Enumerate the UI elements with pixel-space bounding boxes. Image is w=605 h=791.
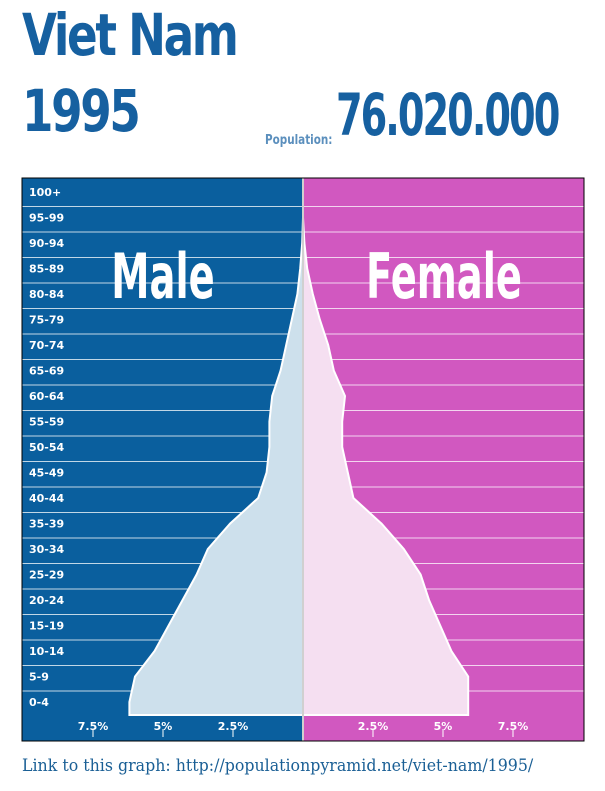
age-label: 15-19 — [29, 620, 64, 633]
age-label: 80-84 — [29, 288, 65, 301]
age-label: 70-74 — [29, 339, 65, 352]
age-label: 75-79 — [29, 314, 64, 327]
age-labels: 100+ 95-99 90-94 85-89 80-84 75-79 70-74 65-69 6… — [29, 186, 65, 709]
age-label: 45-49 — [29, 467, 64, 480]
age-label: 25-29 — [29, 569, 64, 582]
age-label: 35-39 — [29, 518, 64, 531]
x-tick-label: 2.5% — [218, 720, 249, 733]
age-label: 60-64 — [29, 390, 65, 403]
chart-border — [21, 177, 585, 742]
age-label: 40-44 — [29, 492, 65, 505]
age-label: 0-4 — [29, 696, 49, 709]
x-tick-label: 7.5% — [78, 720, 109, 733]
population-value: 76.020.000 — [336, 81, 560, 149]
age-label: 95-99 — [29, 212, 64, 225]
female-series-area — [302, 192, 470, 716]
x-tick-label: 5% — [154, 720, 173, 733]
age-label: 50-54 — [29, 441, 65, 454]
year-title: 1995 — [22, 77, 141, 145]
country-title: Viet Nam — [22, 1, 239, 69]
x-tick-label: 2.5% — [358, 720, 389, 733]
age-label: 85-89 — [29, 263, 64, 276]
age-label: 30-34 — [29, 543, 65, 556]
population-label: Population: — [265, 133, 333, 148]
age-label: 100+ — [29, 186, 61, 199]
age-label: 90-94 — [29, 237, 65, 250]
x-tick-label: 5% — [434, 720, 453, 733]
age-label: 55-59 — [29, 416, 64, 429]
age-label: 5-9 — [29, 671, 49, 684]
x-axis-ticks: 7.5% 5% 2.5% 2.5% 5% 7.5% — [78, 720, 529, 737]
age-label: 10-14 — [29, 645, 65, 658]
age-label: 65-69 — [29, 365, 64, 378]
age-label: 20-24 — [29, 594, 65, 607]
male-series-area — [128, 192, 304, 716]
graph-link[interactable]: Link to this graph: http://populationpyr… — [22, 756, 534, 776]
female-side-label: Female — [366, 242, 522, 314]
x-tick-label: 7.5% — [498, 720, 529, 733]
male-side-label: Male — [111, 242, 214, 314]
